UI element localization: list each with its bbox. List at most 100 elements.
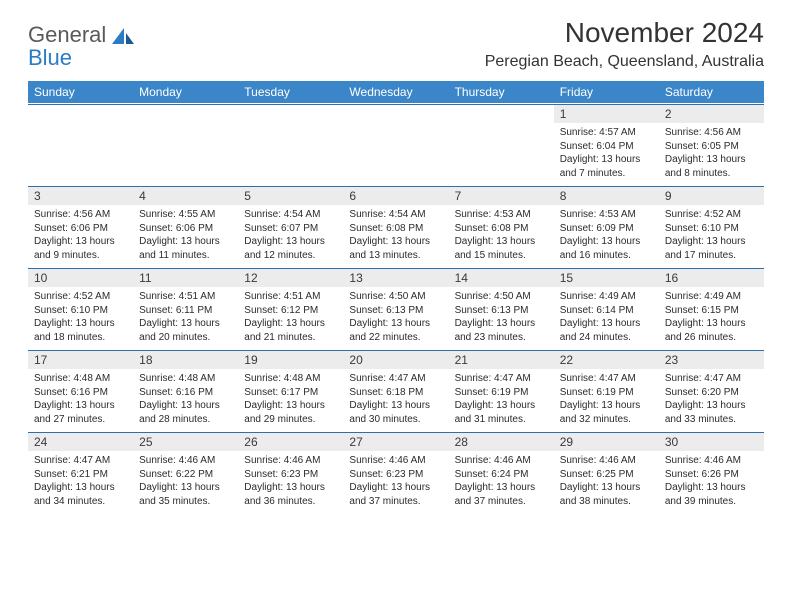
detail-line: Daylight: 13 hours and 33 minutes. bbox=[665, 399, 758, 426]
detail-cell: Sunrise: 4:51 AMSunset: 6:11 PMDaylight:… bbox=[133, 287, 238, 351]
detail-row: Sunrise: 4:48 AMSunset: 6:16 PMDaylight:… bbox=[28, 369, 764, 433]
detail-line: Daylight: 13 hours and 12 minutes. bbox=[244, 235, 337, 262]
detail-cell: Sunrise: 4:54 AMSunset: 6:07 PMDaylight:… bbox=[238, 205, 343, 269]
detail-line: Daylight: 13 hours and 37 minutes. bbox=[349, 481, 442, 508]
detail-line: Sunset: 6:14 PM bbox=[560, 304, 653, 318]
dayname-cell: Friday bbox=[554, 81, 659, 103]
detail-line: Sunrise: 4:46 AM bbox=[349, 454, 442, 468]
detail-line: Sunrise: 4:54 AM bbox=[349, 208, 442, 222]
daynum-cell: 14 bbox=[449, 269, 554, 288]
dayname-row: SundayMondayTuesdayWednesdayThursdayFrid… bbox=[28, 81, 764, 103]
detail-line: Sunrise: 4:49 AM bbox=[560, 290, 653, 304]
detail-cell: Sunrise: 4:48 AMSunset: 6:16 PMDaylight:… bbox=[133, 369, 238, 433]
detail-line: Daylight: 13 hours and 27 minutes. bbox=[34, 399, 127, 426]
detail-line: Sunrise: 4:53 AM bbox=[560, 208, 653, 222]
detail-line: Sunrise: 4:48 AM bbox=[34, 372, 127, 386]
logo-word1: General bbox=[28, 22, 106, 47]
detail-line: Daylight: 13 hours and 36 minutes. bbox=[244, 481, 337, 508]
detail-line: Sunset: 6:24 PM bbox=[455, 468, 548, 482]
detail-cell: Sunrise: 4:50 AMSunset: 6:13 PMDaylight:… bbox=[343, 287, 448, 351]
daynum-cell bbox=[133, 105, 238, 124]
detail-line: Daylight: 13 hours and 32 minutes. bbox=[560, 399, 653, 426]
daynum-cell: 24 bbox=[28, 433, 133, 452]
detail-cell: Sunrise: 4:46 AMSunset: 6:26 PMDaylight:… bbox=[659, 451, 764, 514]
detail-line: Sunset: 6:04 PM bbox=[560, 140, 653, 154]
detail-line: Sunrise: 4:51 AM bbox=[139, 290, 232, 304]
detail-cell bbox=[343, 123, 448, 187]
detail-line: Daylight: 13 hours and 22 minutes. bbox=[349, 317, 442, 344]
detail-line: Sunset: 6:16 PM bbox=[34, 386, 127, 400]
detail-line: Sunrise: 4:56 AM bbox=[34, 208, 127, 222]
detail-cell: Sunrise: 4:52 AMSunset: 6:10 PMDaylight:… bbox=[659, 205, 764, 269]
dayname-cell: Sunday bbox=[28, 81, 133, 103]
detail-cell: Sunrise: 4:49 AMSunset: 6:15 PMDaylight:… bbox=[659, 287, 764, 351]
detail-line: Daylight: 13 hours and 24 minutes. bbox=[560, 317, 653, 344]
daynum-cell: 13 bbox=[343, 269, 448, 288]
detail-cell: Sunrise: 4:46 AMSunset: 6:22 PMDaylight:… bbox=[133, 451, 238, 514]
detail-line: Daylight: 13 hours and 17 minutes. bbox=[665, 235, 758, 262]
daynum-row: 17181920212223 bbox=[28, 351, 764, 370]
detail-cell: Sunrise: 4:53 AMSunset: 6:09 PMDaylight:… bbox=[554, 205, 659, 269]
detail-cell: Sunrise: 4:47 AMSunset: 6:19 PMDaylight:… bbox=[449, 369, 554, 433]
daynum-cell: 7 bbox=[449, 187, 554, 206]
detail-line: Sunrise: 4:47 AM bbox=[349, 372, 442, 386]
detail-line: Sunset: 6:08 PM bbox=[349, 222, 442, 236]
dayname-cell: Monday bbox=[133, 81, 238, 103]
detail-line: Sunrise: 4:48 AM bbox=[139, 372, 232, 386]
detail-line: Sunset: 6:05 PM bbox=[665, 140, 758, 154]
daynum-row: 24252627282930 bbox=[28, 433, 764, 452]
daynum-cell: 21 bbox=[449, 351, 554, 370]
detail-cell: Sunrise: 4:52 AMSunset: 6:10 PMDaylight:… bbox=[28, 287, 133, 351]
detail-line: Daylight: 13 hours and 38 minutes. bbox=[560, 481, 653, 508]
detail-cell: Sunrise: 4:56 AMSunset: 6:06 PMDaylight:… bbox=[28, 205, 133, 269]
detail-cell: Sunrise: 4:47 AMSunset: 6:20 PMDaylight:… bbox=[659, 369, 764, 433]
detail-cell: Sunrise: 4:46 AMSunset: 6:25 PMDaylight:… bbox=[554, 451, 659, 514]
daynum-cell: 18 bbox=[133, 351, 238, 370]
detail-cell bbox=[28, 123, 133, 187]
detail-cell: Sunrise: 4:47 AMSunset: 6:19 PMDaylight:… bbox=[554, 369, 659, 433]
detail-line: Sunrise: 4:55 AM bbox=[139, 208, 232, 222]
detail-cell bbox=[238, 123, 343, 187]
detail-line: Daylight: 13 hours and 13 minutes. bbox=[349, 235, 442, 262]
detail-row: Sunrise: 4:47 AMSunset: 6:21 PMDaylight:… bbox=[28, 451, 764, 514]
detail-line: Sunrise: 4:50 AM bbox=[455, 290, 548, 304]
daynum-cell: 9 bbox=[659, 187, 764, 206]
daynum-cell: 25 bbox=[133, 433, 238, 452]
daynum-cell bbox=[343, 105, 448, 124]
detail-line: Sunset: 6:13 PM bbox=[349, 304, 442, 318]
detail-line: Sunset: 6:23 PM bbox=[244, 468, 337, 482]
calendar-page: General Blue November 2024 Peregian Beac… bbox=[0, 0, 792, 612]
detail-line: Daylight: 13 hours and 20 minutes. bbox=[139, 317, 232, 344]
detail-line: Daylight: 13 hours and 8 minutes. bbox=[665, 153, 758, 180]
detail-cell: Sunrise: 4:48 AMSunset: 6:16 PMDaylight:… bbox=[28, 369, 133, 433]
daynum-cell: 27 bbox=[343, 433, 448, 452]
detail-line: Sunrise: 4:46 AM bbox=[455, 454, 548, 468]
detail-line: Sunset: 6:09 PM bbox=[560, 222, 653, 236]
daynum-cell: 17 bbox=[28, 351, 133, 370]
detail-line: Sunset: 6:20 PM bbox=[665, 386, 758, 400]
detail-cell: Sunrise: 4:57 AMSunset: 6:04 PMDaylight:… bbox=[554, 123, 659, 187]
detail-cell: Sunrise: 4:46 AMSunset: 6:23 PMDaylight:… bbox=[343, 451, 448, 514]
detail-line: Daylight: 13 hours and 35 minutes. bbox=[139, 481, 232, 508]
detail-line: Sunset: 6:19 PM bbox=[455, 386, 548, 400]
detail-line: Sunset: 6:23 PM bbox=[349, 468, 442, 482]
daynum-cell: 10 bbox=[28, 269, 133, 288]
detail-line: Sunrise: 4:46 AM bbox=[139, 454, 232, 468]
daynum-cell: 19 bbox=[238, 351, 343, 370]
daynum-cell bbox=[28, 105, 133, 124]
detail-line: Sunset: 6:06 PM bbox=[139, 222, 232, 236]
detail-line: Sunrise: 4:46 AM bbox=[665, 454, 758, 468]
detail-line: Sunset: 6:25 PM bbox=[560, 468, 653, 482]
detail-line: Sunset: 6:26 PM bbox=[665, 468, 758, 482]
detail-line: Sunset: 6:07 PM bbox=[244, 222, 337, 236]
daynum-row: 3456789 bbox=[28, 187, 764, 206]
detail-line: Sunrise: 4:57 AM bbox=[560, 126, 653, 140]
daynum-cell: 1 bbox=[554, 105, 659, 124]
calendar-table: SundayMondayTuesdayWednesdayThursdayFrid… bbox=[28, 81, 764, 515]
detail-line: Sunset: 6:12 PM bbox=[244, 304, 337, 318]
detail-line: Sunset: 6:18 PM bbox=[349, 386, 442, 400]
detail-line: Sunset: 6:10 PM bbox=[34, 304, 127, 318]
detail-line: Daylight: 13 hours and 21 minutes. bbox=[244, 317, 337, 344]
location-text: Peregian Beach, Queensland, Australia bbox=[485, 53, 764, 71]
detail-line: Daylight: 13 hours and 23 minutes. bbox=[455, 317, 548, 344]
